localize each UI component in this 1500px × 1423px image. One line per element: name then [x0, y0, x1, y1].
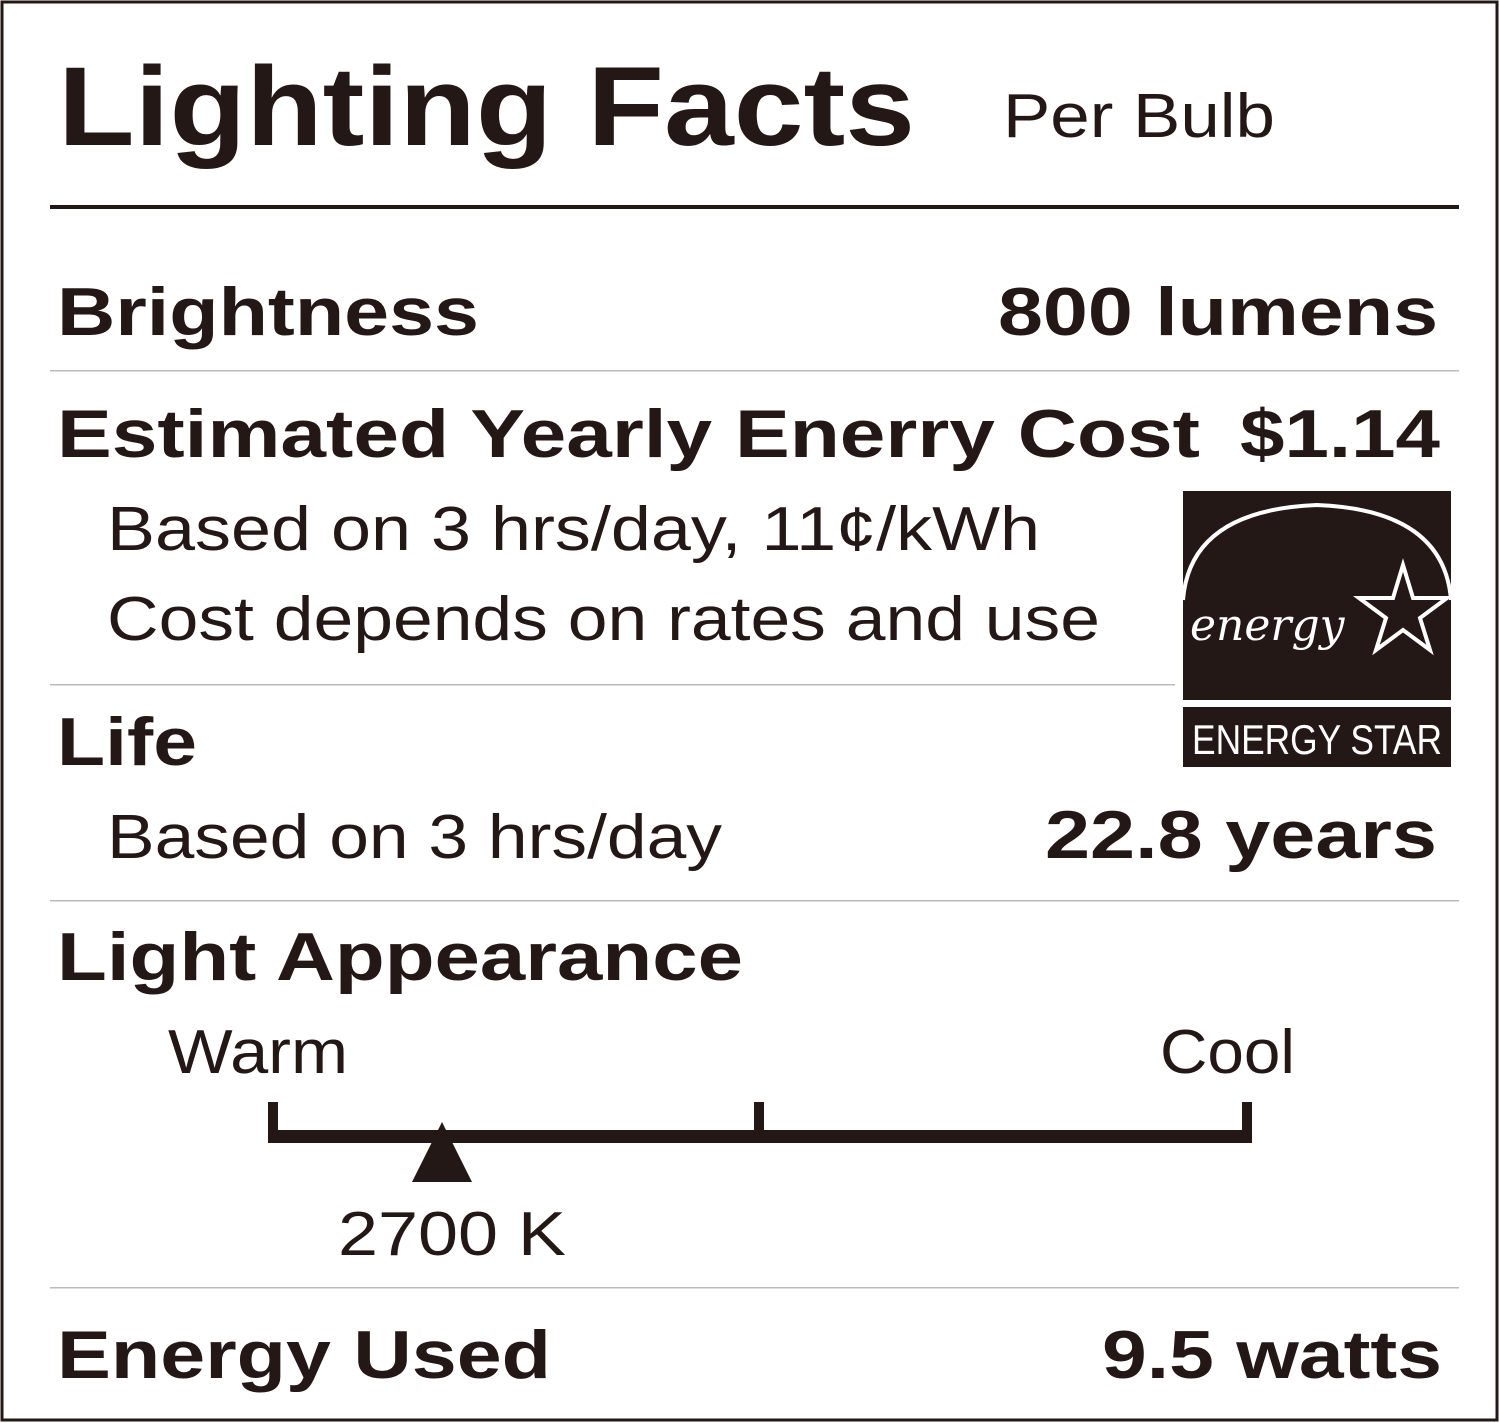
logo-banner [1183, 707, 1451, 767]
divider [50, 684, 1175, 686]
row-label: Estimated Yearly Enerry Cost [57, 396, 1200, 472]
divider [50, 1287, 1459, 1289]
logo-star [1352, 558, 1454, 656]
scale-tick [754, 1102, 764, 1143]
divider [50, 370, 1459, 372]
row-label: Energy Used [57, 1317, 551, 1393]
title: Lighting Facts [58, 44, 915, 169]
row-label: Life [57, 704, 197, 780]
logo-script: energy [1190, 600, 1346, 651]
logo-name: ENERGY STAR [1192, 716, 1442, 763]
scale-end: Cool [1160, 1018, 1295, 1087]
scale-tick [268, 1102, 278, 1143]
energy-star-logo: energy ENERGY STAR [1181, 491, 1454, 767]
row-value: 9.5 watts [1102, 1317, 1442, 1393]
row-label: Light Appearance [57, 919, 743, 995]
scale-tick [1242, 1102, 1252, 1143]
scale [268, 1102, 1252, 1182]
marker-label: 2700 K [338, 1200, 566, 1269]
divider [50, 205, 1459, 209]
scale-end: Warm [168, 1018, 348, 1087]
scale-marker [412, 1122, 472, 1182]
row-value: $1.14 [1240, 396, 1440, 472]
divider [50, 900, 1459, 902]
note: Based on 3 hrs/day [107, 803, 722, 872]
logo-arc [1181, 502, 1453, 601]
note: Based on 3 hrs/day, 11¢/kWh [107, 495, 1040, 564]
row-value: 22.8 years [1045, 797, 1437, 873]
subtitle: Per Bulb [1003, 82, 1275, 151]
note: Cost depends on rates and use [107, 585, 1100, 654]
row-value: 800 lumens [998, 274, 1438, 350]
row-label: Brightness [57, 274, 479, 350]
